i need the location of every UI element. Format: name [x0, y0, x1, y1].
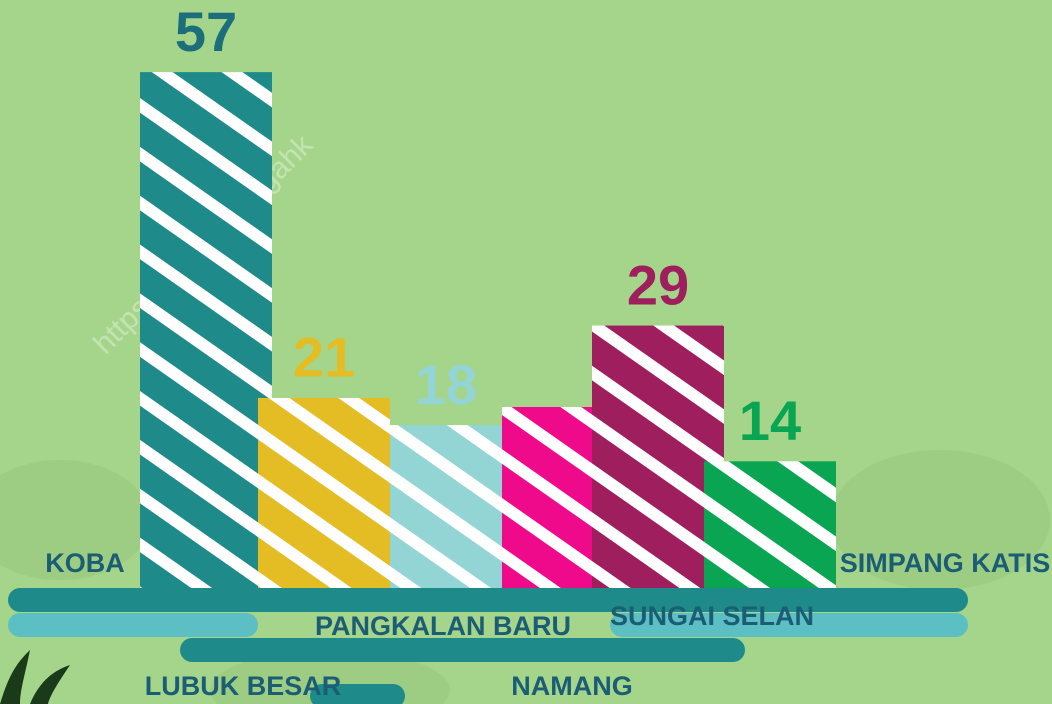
category-label: SUNGAI SELAN	[610, 601, 814, 631]
category-label: LUBUK BESAR	[145, 671, 342, 701]
category-label: PANGKALAN BARU	[315, 611, 571, 641]
bar	[140, 72, 272, 588]
category-label: KOBA	[45, 548, 125, 578]
bars	[140, 72, 836, 588]
page: {"chart_data": {"type": "bar", "categori…	[0, 0, 1052, 704]
value-label: 29	[627, 253, 689, 316]
bar	[258, 398, 390, 588]
value-label: 57	[175, 0, 237, 63]
bar	[704, 461, 836, 588]
bar	[390, 425, 502, 588]
category-label: SIMPANG KATIS	[840, 548, 1051, 578]
value-label: 14	[739, 389, 801, 452]
category-label: NAMANG	[511, 671, 633, 701]
value-label: 18	[415, 353, 477, 416]
value-label: 21	[293, 326, 355, 389]
chart: https://pangkatengahk 5718292114KOBALUBU…	[0, 0, 1052, 704]
